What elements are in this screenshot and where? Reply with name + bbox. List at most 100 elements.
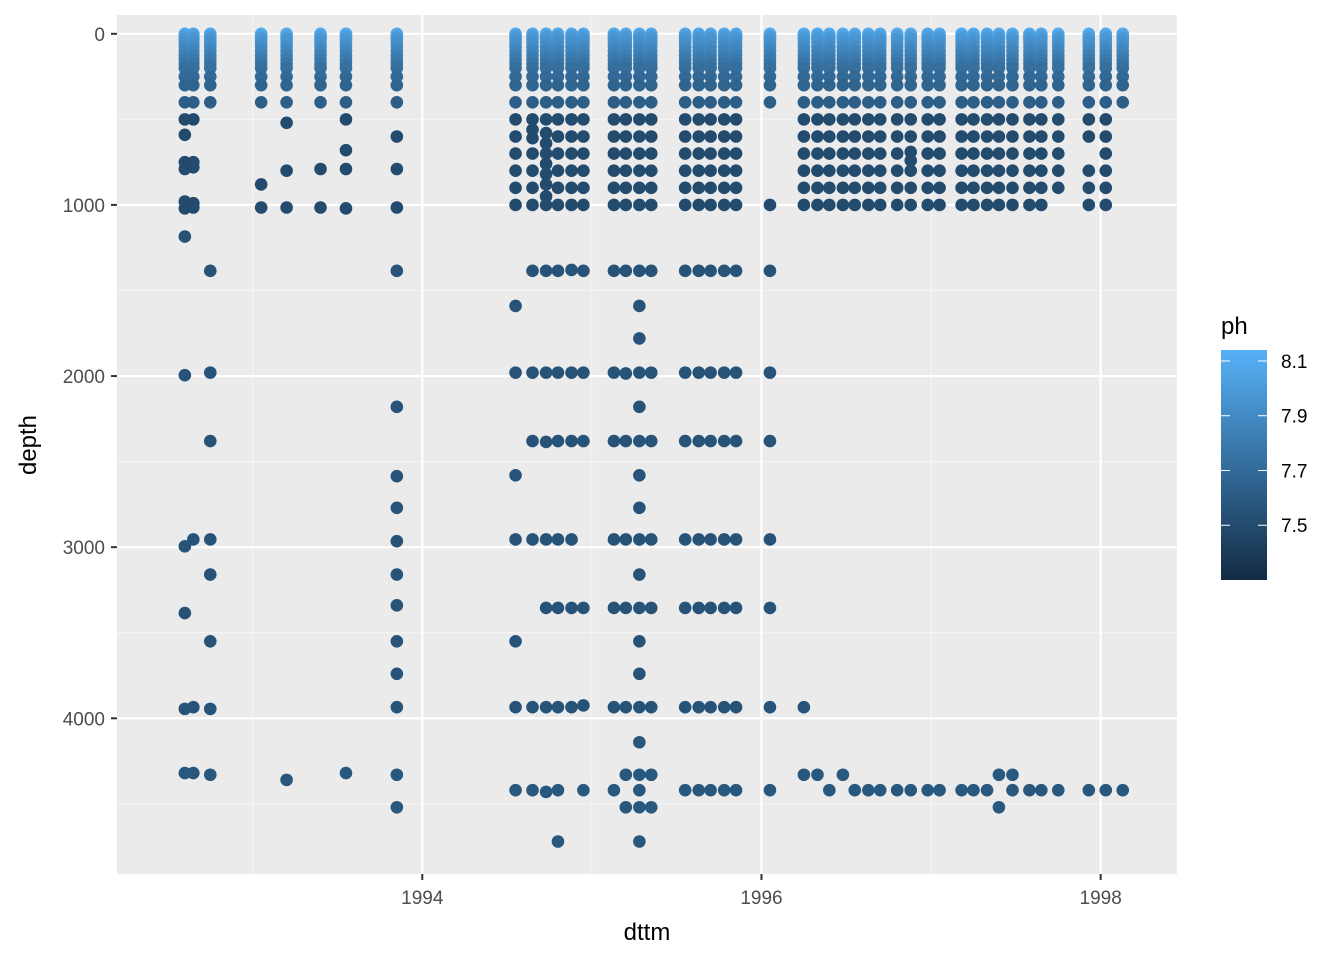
data-point [539, 113, 553, 126]
data-point [678, 198, 692, 212]
data-point [633, 147, 646, 160]
data-point [339, 162, 353, 176]
data-point [280, 773, 293, 787]
data-point [551, 533, 565, 546]
data-point [314, 95, 327, 109]
data-point [1082, 164, 1096, 178]
data-point [1116, 783, 1130, 797]
data-point [619, 95, 633, 109]
data-point [692, 181, 706, 195]
data-point [1035, 113, 1048, 126]
y-axis-title: depth [15, 415, 42, 475]
data-point [904, 130, 918, 143]
data-point [390, 201, 404, 214]
data-point [607, 164, 621, 178]
data-point [797, 95, 811, 109]
data-point [1006, 147, 1019, 160]
data-point [551, 147, 565, 160]
data-point [729, 264, 743, 278]
data-point [1082, 95, 1096, 109]
y-tick-label: 3000 [63, 538, 105, 559]
data-point [607, 601, 621, 615]
data-point [539, 700, 553, 714]
data-point [526, 131, 539, 145]
data-point [1023, 78, 1036, 92]
data-point [577, 147, 590, 160]
data-point [704, 700, 717, 714]
data-point [1006, 181, 1019, 195]
data-point [862, 198, 875, 212]
data-point [704, 78, 717, 92]
data-point [254, 201, 268, 214]
data-point [607, 130, 621, 143]
data-point [539, 95, 553, 109]
legend-title: ph [1221, 313, 1248, 340]
data-point [836, 78, 850, 92]
data-point [678, 78, 692, 92]
data-point [921, 95, 934, 109]
data-point [509, 198, 522, 212]
data-point [729, 95, 743, 109]
data-point [187, 113, 200, 126]
data-point [314, 78, 327, 92]
data-point [862, 113, 875, 126]
data-point [619, 164, 633, 178]
data-point [1051, 78, 1065, 92]
data-point [619, 181, 633, 195]
data-point [619, 198, 633, 212]
data-point [526, 533, 539, 546]
data-point [633, 634, 646, 648]
data-point [811, 147, 824, 160]
data-point [633, 533, 646, 546]
data-point [921, 130, 934, 143]
data-point [1035, 164, 1048, 178]
y-axis: 0 1000 2000 3000 4000 [63, 25, 117, 730]
data-point [390, 400, 404, 414]
data-point [644, 113, 658, 126]
data-point [848, 95, 862, 109]
data-point [551, 95, 565, 109]
data-point [526, 783, 539, 797]
data-point [980, 95, 994, 109]
data-point [967, 95, 980, 109]
data-point [565, 130, 578, 143]
data-point [678, 164, 692, 178]
data-point [717, 533, 731, 546]
data-point [836, 181, 850, 195]
data-point [577, 699, 590, 712]
data-point [1099, 181, 1113, 195]
data-point [607, 113, 621, 126]
data-point [551, 113, 565, 126]
data-point [1051, 113, 1065, 126]
data-point [678, 434, 692, 448]
data-point [565, 181, 578, 195]
data-point [644, 768, 658, 782]
data-point [1023, 198, 1036, 212]
data-point [633, 735, 646, 749]
data-point [633, 835, 646, 848]
data-point [203, 95, 217, 109]
data-point [678, 533, 692, 546]
data-point [203, 78, 217, 92]
data-point [1023, 113, 1036, 126]
data-point [339, 113, 353, 126]
data-point [1082, 78, 1096, 92]
data-point [873, 113, 887, 126]
data-point [955, 198, 968, 212]
data-point [1023, 164, 1036, 178]
data-point [1006, 783, 1019, 797]
data-point [509, 130, 522, 143]
data-point [577, 366, 590, 379]
data-point [390, 130, 404, 143]
data-point [187, 700, 200, 714]
data-point [619, 147, 633, 160]
data-point [862, 181, 875, 195]
data-point [509, 469, 522, 482]
data-point [390, 634, 404, 648]
data-point [836, 198, 850, 212]
data-point [633, 198, 646, 212]
data-point [873, 147, 887, 160]
data-point [904, 154, 918, 167]
data-point [633, 332, 646, 345]
data-point [836, 130, 850, 143]
